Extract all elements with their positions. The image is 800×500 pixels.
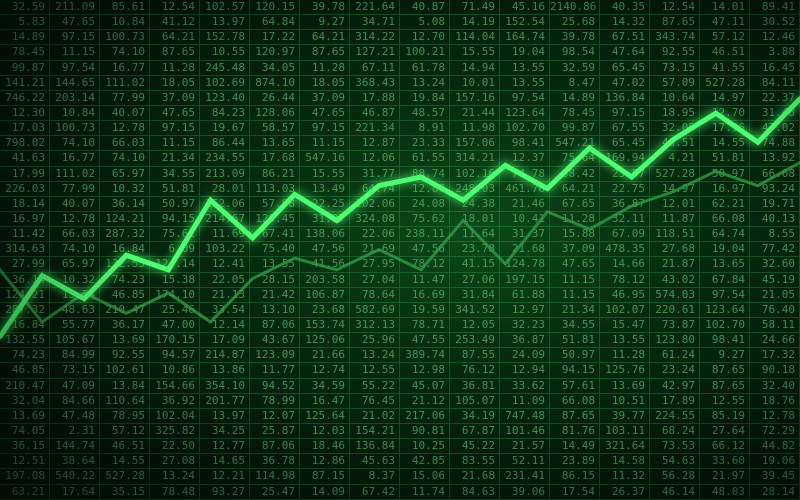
primary-series-line	[0, 96, 800, 339]
secondary-series-line	[0, 161, 800, 325]
